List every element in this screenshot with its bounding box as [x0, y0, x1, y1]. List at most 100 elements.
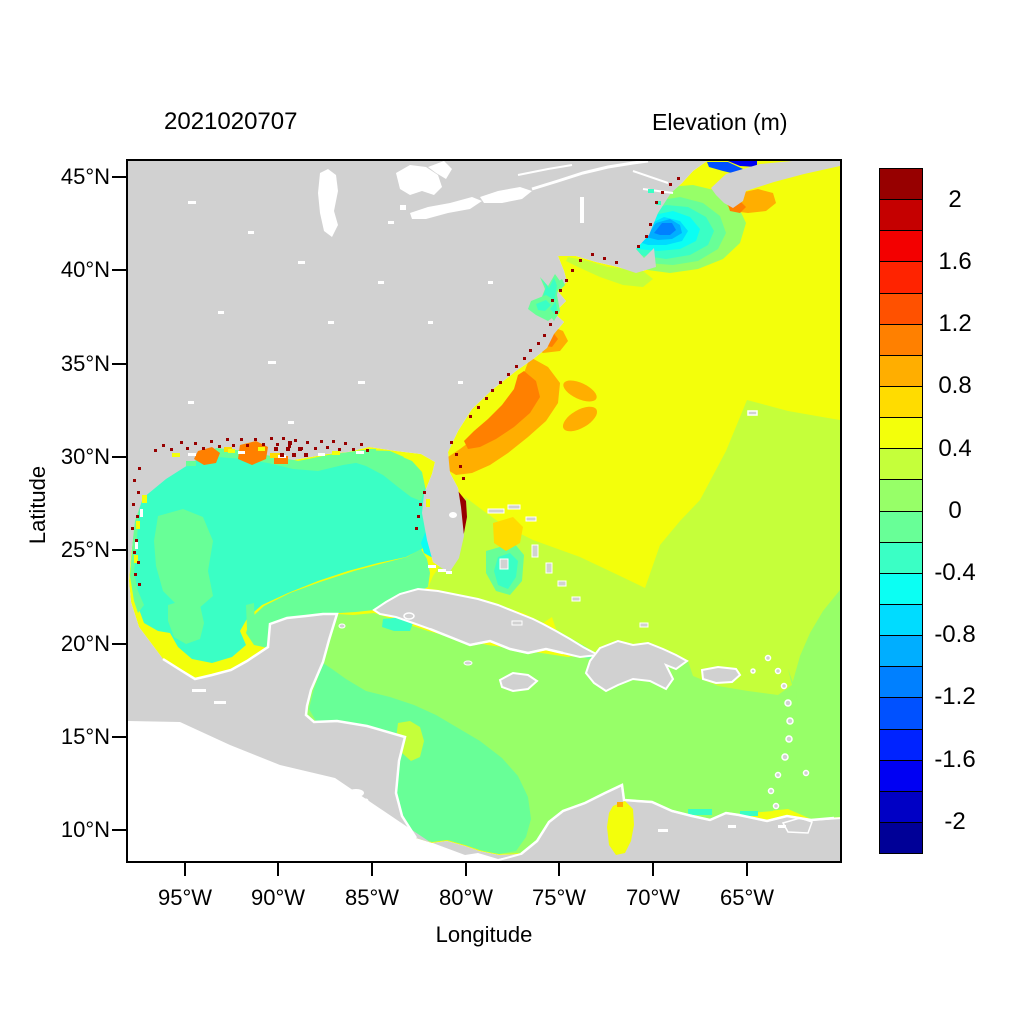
colorbar-cell [880, 169, 922, 201]
colorbar-tick-label: -2 [944, 808, 966, 835]
x-tick [277, 863, 279, 876]
lake-michigan [318, 169, 338, 237]
y-tick [112, 549, 127, 551]
x-tick [746, 863, 748, 876]
jamaica-island [498, 671, 539, 693]
x-axis-title: Longitude [435, 922, 533, 947]
colorbar-tick-label: -1.2 [934, 683, 976, 710]
timestamp-title: 2021020707 [164, 108, 298, 135]
colorbar-cell [880, 667, 922, 699]
y-axis-title: Latitude [25, 465, 50, 545]
mid-atlantic-band [566, 257, 653, 287]
y-tick [112, 176, 127, 178]
x-tick [652, 863, 654, 876]
x-tick [558, 863, 560, 876]
lake-ontario [480, 187, 532, 203]
colorbar-cell [880, 355, 922, 387]
y-tick-label: 40°N [60, 257, 110, 282]
x-tick-label: 65°W [719, 885, 775, 910]
coastal-white-fringes [162, 612, 835, 855]
colorbar-cell [880, 449, 922, 481]
y-tick-label: 25°N [60, 537, 110, 562]
puerto-rico-island [700, 665, 742, 685]
colorbar-cell [880, 480, 922, 512]
colorbar-cell [880, 418, 922, 450]
y-tick [112, 363, 127, 365]
x-tick [184, 863, 186, 876]
colorbar-cell [880, 200, 922, 232]
colorbar-cell [880, 542, 922, 574]
colorbar-cell [880, 293, 922, 325]
colorbar-cell [880, 791, 922, 823]
y-tick [112, 643, 127, 645]
lake-erie [410, 197, 482, 219]
bahamas-islands [487, 504, 649, 628]
lakes-and-rivers [188, 161, 786, 832]
colorbar-tick-label: -0.8 [934, 621, 976, 648]
delaware-bay [556, 279, 565, 291]
y-tick [112, 269, 127, 271]
y-tick-label: 45°N [60, 164, 110, 189]
colorbar-tick-label: 0 [948, 497, 962, 524]
colorbar-cell [880, 636, 922, 668]
colorbar-cell [880, 231, 922, 263]
y-tick [112, 829, 127, 831]
colorbar-cell [880, 698, 922, 730]
colorbar-cell [880, 822, 922, 854]
nova-scotia-land [711, 161, 840, 208]
lake-maracaibo [607, 801, 634, 855]
y-tick-label: 15°N [60, 724, 110, 749]
y-tick [112, 456, 127, 458]
x-tick-label: 75°W [531, 885, 587, 910]
colorbar-tick-label: 0.8 [938, 372, 972, 399]
st-lawrence-river [531, 161, 649, 191]
y-tick-label: 30°N [60, 444, 110, 469]
x-tick-label: 85°W [344, 885, 400, 910]
long-island [590, 254, 628, 263]
x-tick-label: 95°W [157, 885, 213, 910]
colorbar-tick-label: -1.6 [934, 746, 976, 773]
lake-st-clair [400, 205, 406, 210]
hispaniola-island [584, 639, 689, 693]
elevation-map [128, 161, 840, 861]
x-tick-label: 80°W [438, 885, 494, 910]
y-tick [112, 736, 127, 738]
north-america-land [128, 161, 707, 859]
cayman-island [463, 660, 473, 666]
colorbar-tick-label: 1.2 [938, 310, 972, 337]
lake-nicaragua [348, 789, 364, 797]
colorbar-tick-label: -0.4 [934, 559, 976, 586]
mobile-bay [368, 449, 376, 455]
galveston-bay [186, 461, 196, 466]
map-plot-area [126, 159, 842, 863]
colorbar-cell [880, 262, 922, 294]
estuaries [186, 189, 661, 855]
y-tick-label: 35°N [60, 351, 110, 376]
bermuda-island [747, 410, 758, 416]
lake-champlain [580, 197, 584, 223]
colorbar-cell [880, 386, 922, 419]
lake-huron [396, 165, 442, 195]
colorbar-cell [880, 760, 922, 792]
colorbar-cell [880, 729, 922, 761]
southeast-gulf-region [246, 549, 430, 648]
colorbar-cell [880, 324, 922, 356]
florida-keys [428, 565, 436, 568]
colorbar [879, 168, 923, 854]
colorbar-cell [880, 573, 922, 605]
lake-okeechobee [449, 512, 457, 518]
cozumel-island [338, 623, 346, 629]
georgian-bay [428, 161, 452, 179]
colorbar-tick-label: 0.4 [938, 435, 972, 462]
coastal-surge-details [131, 177, 680, 586]
colorbar-cell [880, 511, 922, 543]
colorbar-cell [880, 604, 922, 637]
colorbar-tick-label: 2 [948, 186, 962, 213]
y-tick-label: 20°N [60, 631, 110, 656]
x-tick [465, 863, 467, 876]
colorbar-tick-label: 1.6 [938, 248, 972, 275]
x-tick [371, 863, 373, 876]
x-tick-label: 90°W [250, 885, 306, 910]
isle-of-youth [403, 612, 415, 620]
